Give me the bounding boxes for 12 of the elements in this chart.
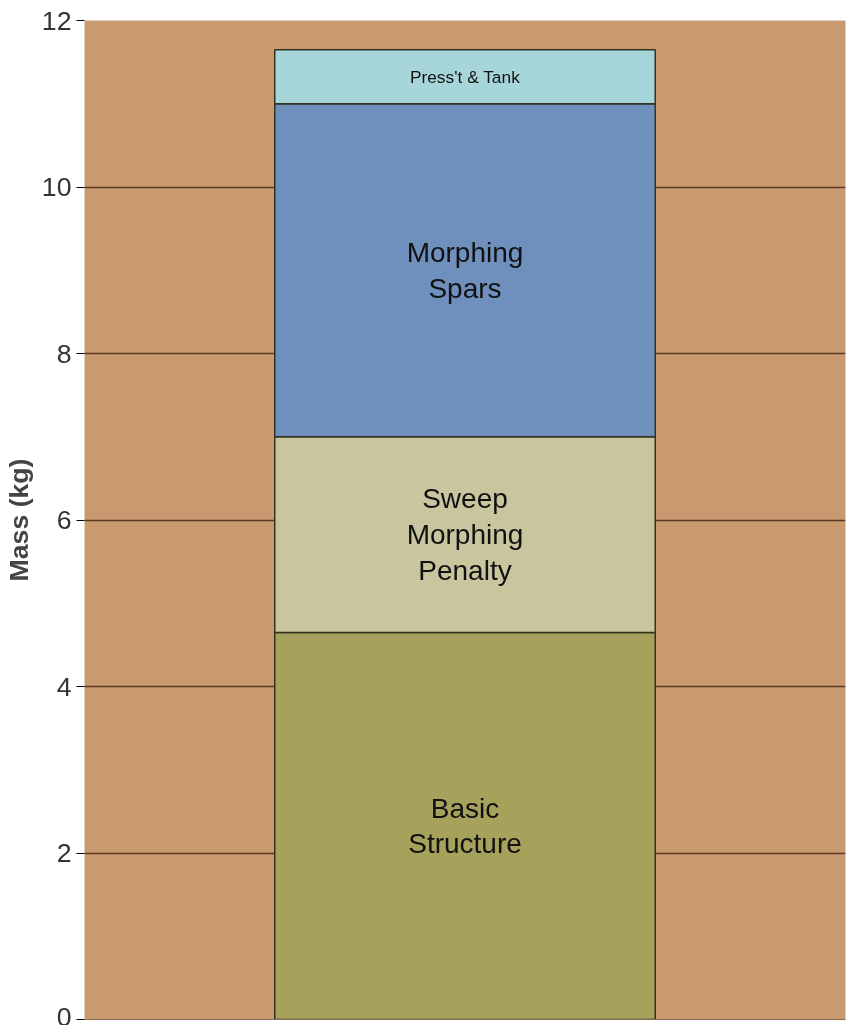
series-label: Press't & Tank	[409, 66, 521, 87]
y-tick-label: 12	[41, 5, 72, 36]
y-tick-label: 10	[41, 172, 72, 202]
y-axis-title: Mass (kg)	[3, 458, 34, 582]
y-tick-label: 8	[56, 338, 72, 369]
y-tick-label: 0	[56, 1001, 72, 1031]
series-label: Sweep Morphing Penalty	[406, 483, 524, 586]
y-tick-label: 2	[56, 838, 72, 868]
series-label: Morphing Spars	[406, 236, 524, 304]
y-tick-label: 6	[56, 505, 72, 535]
y-tick-label: 4	[56, 671, 72, 702]
series-label: Basic Structure	[408, 792, 522, 860]
